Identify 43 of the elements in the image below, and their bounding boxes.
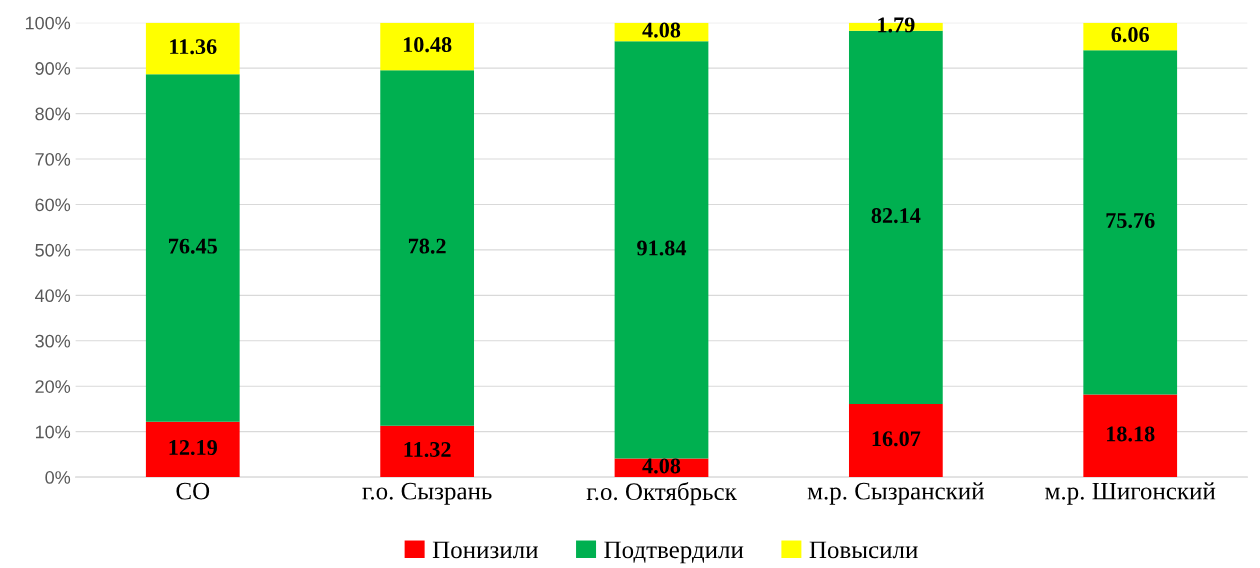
bar [380,425,475,478]
data-label: 91.84 [637,240,687,256]
bar [380,70,475,426]
y-tick-label: 30% [35,334,71,348]
bar [848,404,943,478]
bar [145,22,240,75]
legend-label: Подтвердили [604,541,744,564]
data-label: 6.06 [1111,27,1150,43]
data-label: 4.08 [642,22,681,38]
x-tick-label: м.р. Шигонский [1045,482,1216,505]
data-label: 18.18 [1107,426,1155,442]
data-label: 76.45 [169,238,217,254]
data-label: 4.08 [642,458,681,474]
data-label: 10.48 [403,37,452,53]
data-label: 82.14 [871,208,921,224]
legend-label: Повысили [809,541,918,559]
y-tick-label: 40% [35,289,71,303]
x-tick-label: СО [176,482,210,500]
data-label: 11.36 [170,39,217,55]
bar [1083,50,1178,395]
y-tick-label: 100% [25,16,71,30]
data-label: 75.76 [1106,213,1155,229]
y-tick-label: 80% [35,107,71,121]
bar [145,421,240,478]
x-tick-label: г.о. Сызрань [362,482,492,505]
y-tick-label: 50% [35,243,71,257]
y-tick-label: 70% [35,152,71,166]
y-tick-label: 10% [35,425,71,439]
bar [1083,394,1178,478]
bar [145,74,240,422]
legend-label: Понизили [432,541,538,559]
y-tick-label: 20% [35,380,71,393]
bar [380,22,475,71]
data-label: 78.2 [408,238,446,254]
x-tick-label: м.р. Сызранский [807,482,984,505]
y-tick-label: 90% [35,62,71,75]
bar [614,41,709,459]
data-label: 11.32 [404,442,451,458]
data-label: 12.19 [169,440,217,456]
data-label: 16.07 [872,431,921,447]
y-tick-label: 0% [45,471,71,484]
x-tick-label: г.о. Октябрьск [586,481,737,506]
y-tick-label: 60% [35,198,71,212]
